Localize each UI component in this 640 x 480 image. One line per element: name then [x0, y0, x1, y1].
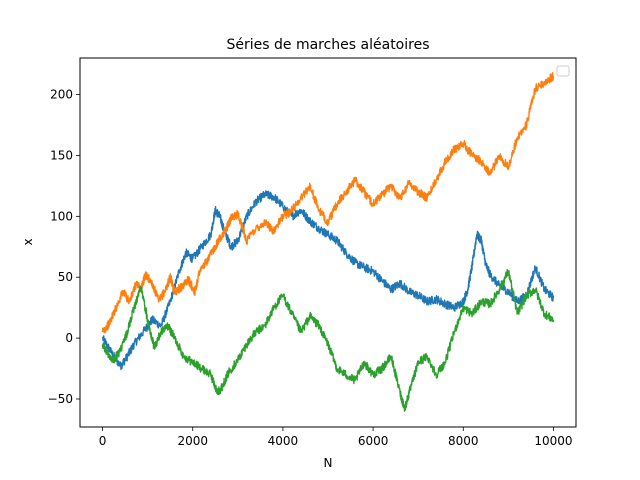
y-tick-label: 200: [50, 88, 73, 102]
legend-box: [556, 65, 570, 77]
series-line: [101, 190, 555, 371]
chart-title: Séries de marches aléatoires: [226, 37, 429, 53]
y-axis-label: x: [21, 238, 35, 245]
x-tick-label: 8000: [448, 434, 479, 448]
x-tick-label: 2000: [177, 434, 208, 448]
plot-area: [79, 57, 577, 428]
x-axis-label: N: [324, 456, 333, 470]
series-line: [101, 269, 555, 412]
y-tick-label: 0: [65, 331, 73, 345]
x-tick-label: 0: [99, 434, 107, 448]
y-tick-label: 50: [58, 270, 73, 284]
x-axis: 0 2000 4000 6000 8000 10000: [99, 427, 573, 448]
y-tick-label: 150: [50, 148, 73, 162]
x-tick-label: 10000: [534, 434, 572, 448]
x-tick-label: 6000: [358, 434, 389, 448]
y-axis: −50 0 50 100 150 200: [48, 88, 80, 406]
y-tick-label: −50: [48, 392, 73, 406]
series-layer: [101, 72, 555, 412]
axes-frame: [79, 57, 577, 428]
x-tick-label: 4000: [268, 434, 299, 448]
y-tick-label: 100: [50, 209, 73, 223]
series-line: [101, 72, 555, 334]
